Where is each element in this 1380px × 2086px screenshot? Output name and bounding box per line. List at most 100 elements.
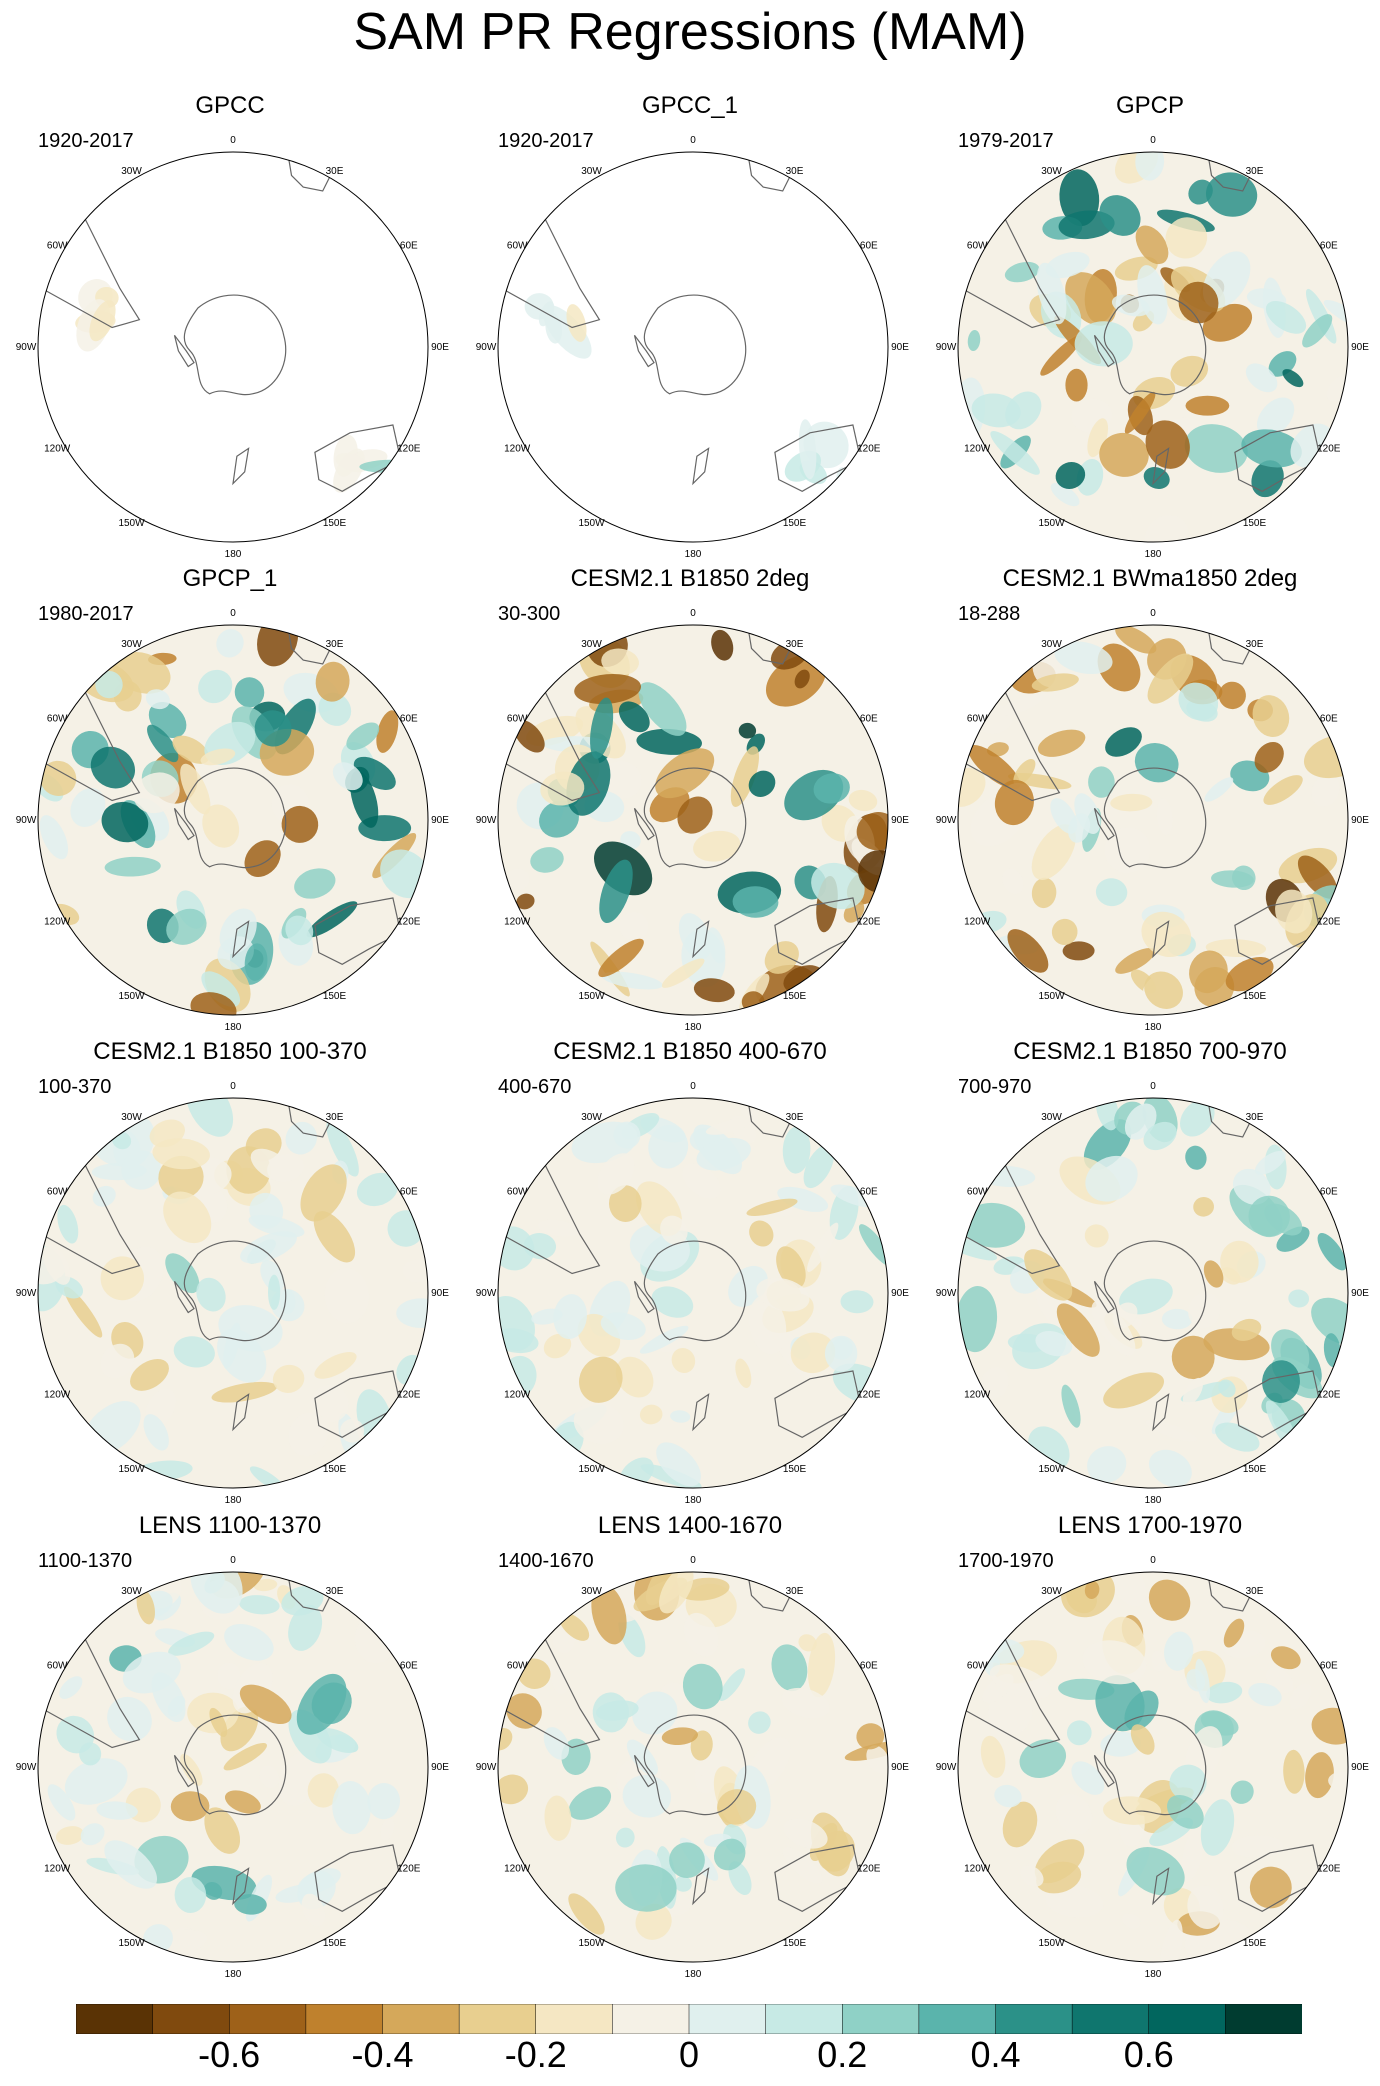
field-layer — [958, 1572, 1348, 1962]
panel-title: CESM2.1 BWma1850 2deg — [1002, 565, 1298, 592]
longitude-label: 90E — [1351, 815, 1369, 826]
longitude-label: 150W — [578, 991, 605, 1002]
longitude-label: 150W — [1038, 991, 1065, 1002]
longitude-label: 30E — [786, 166, 804, 177]
longitude-label: 120W — [44, 1390, 71, 1401]
longitude-label: 30E — [326, 1586, 344, 1597]
field-layer — [498, 1098, 888, 1488]
longitude-label: 120W — [504, 917, 531, 928]
longitude-label: 120W — [964, 1390, 991, 1401]
longitude-label: 150E — [783, 518, 807, 529]
polar-map: 0 30E 60E 90E 120E 150E 180 150W 120W 90W 60W 30W — [476, 135, 910, 560]
longitude-label: 180 — [1145, 1022, 1162, 1033]
longitude-label: 30E — [1246, 1586, 1264, 1597]
longitude-label: 60W — [507, 1661, 528, 1672]
longitude-label: 150W — [118, 1938, 145, 1949]
map-panel: GPCP_1 1980-2017 0 30E 60E 90E 120E 150E 180 150W… — [0, 565, 460, 1035]
colorbar-swatch — [612, 2003, 690, 2035]
polar-map: 0 30E 60E 90E 120E 150E 180 150W 120W 90W 60W 30W — [936, 135, 1370, 560]
polar-map: 0 30E 60E 90E 120E 150E 180 150W 120W 90W 60W 30W — [936, 608, 1370, 1033]
longitude-label: 120W — [964, 444, 991, 455]
longitude-label: 120E — [1317, 1390, 1341, 1401]
map-boundary — [497, 1571, 889, 1963]
longitude-label: 60E — [1320, 1661, 1338, 1672]
longitude-label: 150E — [1243, 518, 1267, 529]
longitude-label: 60W — [967, 1187, 988, 1198]
longitude-label: 90E — [891, 1762, 909, 1773]
longitude-label: 90W — [16, 342, 37, 353]
longitude-label: 120W — [44, 917, 71, 928]
longitude-label: 120E — [857, 1864, 881, 1875]
longitude-label: 180 — [685, 1022, 702, 1033]
longitude-label: 0 — [690, 1081, 696, 1092]
longitude-label: 60E — [1320, 1187, 1338, 1198]
longitude-label: 120E — [397, 444, 421, 455]
longitude-label: 150E — [1243, 1938, 1267, 1949]
polar-map: 0 30E 60E 90E 120E 150E 180 150W 120W 90W 60W 30W — [16, 608, 450, 1033]
longitude-label: 0 — [230, 1081, 236, 1092]
longitude-label: 150W — [578, 1938, 605, 1949]
field-layer — [958, 152, 1348, 542]
longitude-label: 90E — [891, 815, 909, 826]
map-boundary — [957, 624, 1349, 1016]
map-boundary — [37, 624, 429, 1016]
panel-title: LENS 1400-1670 — [597, 1512, 783, 1539]
longitude-label: 30E — [326, 166, 344, 177]
longitude-label: 120W — [504, 1864, 531, 1875]
panel-year-range: 400-670 — [498, 1076, 572, 1098]
longitude-label: 30W — [121, 166, 142, 177]
longitude-label: 90E — [431, 342, 449, 353]
longitude-label: 30W — [581, 1112, 602, 1123]
longitude-label: 120E — [857, 1390, 881, 1401]
longitude-label: 150E — [323, 518, 347, 529]
longitude-label: 120E — [397, 917, 421, 928]
longitude-label: 120W — [964, 917, 991, 928]
longitude-label: 180 — [1145, 1495, 1162, 1506]
longitude-label: 90W — [16, 1762, 37, 1773]
panel-year-range: 1920-2017 — [498, 130, 594, 152]
longitude-label: 150W — [118, 1464, 145, 1475]
coastlines — [961, 152, 1322, 492]
colorbar-swatch — [918, 2003, 997, 2035]
longitude-label: 30E — [1246, 1112, 1264, 1123]
longitude-label: 0 — [1150, 135, 1156, 146]
longitude-label: 30W — [1041, 166, 1062, 177]
longitude-label: 30E — [786, 1586, 804, 1597]
longitude-label: 180 — [685, 1495, 702, 1506]
map-boundary — [957, 1097, 1349, 1489]
colorbar-swatch — [458, 2003, 537, 2035]
longitude-label: 150W — [1038, 518, 1065, 529]
longitude-label: 60W — [507, 714, 528, 725]
longitude-label: 0 — [690, 608, 696, 619]
longitude-label: 120W — [44, 1864, 71, 1875]
longitude-label: 60W — [47, 1661, 68, 1672]
panel-year-range: 1100-1370 — [38, 1550, 133, 1572]
longitude-label: 90E — [1351, 342, 1369, 353]
longitude-label: 90W — [16, 1288, 37, 1299]
colorbar-tick-label: 0.2 — [817, 2034, 868, 2075]
longitude-label: 60E — [400, 714, 418, 725]
longitude-label: 60E — [860, 1187, 878, 1198]
longitude-label: 150W — [578, 1464, 605, 1475]
colorbar-swatch — [305, 2003, 384, 2035]
panel-title: GPCC_1 — [641, 92, 739, 119]
longitude-label: 30W — [1041, 1586, 1062, 1597]
colorbar-tick-label: -0.6 — [198, 2034, 261, 2075]
panel-title: CESM2.1 B1850 700-970 — [1013, 1038, 1287, 1065]
longitude-label: 180 — [1145, 549, 1162, 560]
longitude-label: 150E — [323, 1938, 347, 1949]
longitude-label: 90E — [431, 815, 449, 826]
longitude-label: 150E — [323, 1464, 347, 1475]
field-layer — [958, 1098, 1348, 1488]
longitude-label: 0 — [690, 1555, 696, 1566]
colorbar-tick-label: -0.2 — [504, 2034, 567, 2075]
longitude-label: 30W — [121, 1586, 142, 1597]
coastlines — [961, 625, 1322, 965]
panel-year-range: 18-288 — [958, 603, 1021, 625]
longitude-label: 60E — [400, 1661, 418, 1672]
colorbar-tick-label: 0.4 — [970, 2034, 1021, 2075]
longitude-label: 120E — [857, 917, 881, 928]
panel-year-range: 700-970 — [958, 1076, 1032, 1098]
longitude-label: 120W — [504, 1390, 531, 1401]
field-layer — [38, 625, 428, 1015]
